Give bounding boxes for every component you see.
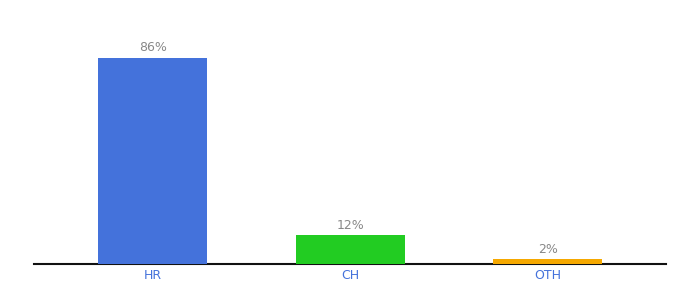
Text: 2%: 2% (538, 243, 558, 256)
Bar (98, 58, 207, 264)
Text: 12%: 12% (337, 219, 364, 232)
Bar (494, 259, 602, 264)
Bar (296, 235, 405, 264)
Text: 86%: 86% (139, 41, 167, 54)
